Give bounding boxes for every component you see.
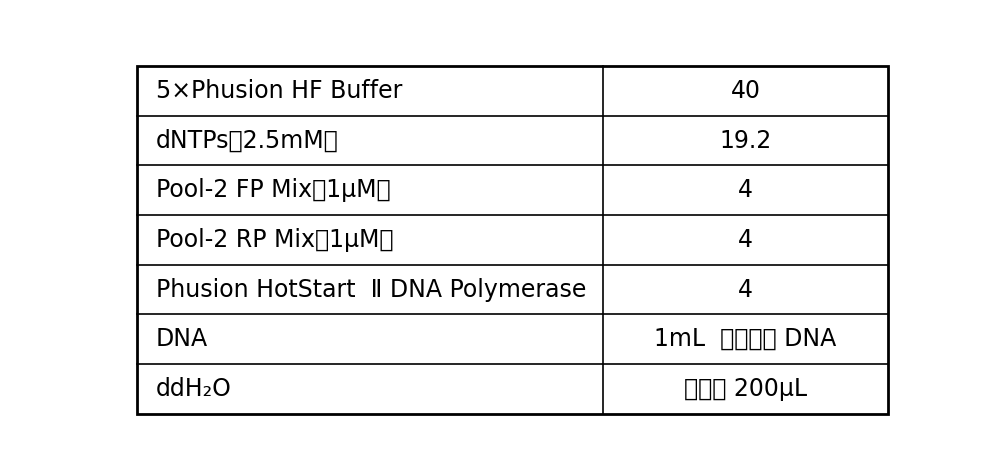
- Text: ddH₂O: ddH₂O: [156, 377, 232, 401]
- Text: 19.2: 19.2: [719, 129, 772, 152]
- Text: Phusion HotStart  Ⅱ DNA Polymerase: Phusion HotStart Ⅱ DNA Polymerase: [156, 277, 586, 302]
- Text: 4: 4: [738, 277, 753, 302]
- Text: 1mL  血浆游离 DNA: 1mL 血浆游离 DNA: [654, 327, 837, 351]
- Text: DNA: DNA: [156, 327, 208, 351]
- Text: Pool-2 RP Mix（1μM）: Pool-2 RP Mix（1μM）: [156, 228, 394, 252]
- Text: 补足到 200μL: 补足到 200μL: [684, 377, 807, 401]
- Text: 4: 4: [738, 228, 753, 252]
- Text: 4: 4: [738, 178, 753, 202]
- Text: dNTPs（2.5mM）: dNTPs（2.5mM）: [156, 129, 339, 152]
- Text: Pool-2 FP Mix（1μM）: Pool-2 FP Mix（1μM）: [156, 178, 391, 202]
- Text: 40: 40: [731, 79, 761, 103]
- Text: 5×Phusion HF Buffer: 5×Phusion HF Buffer: [156, 79, 402, 103]
